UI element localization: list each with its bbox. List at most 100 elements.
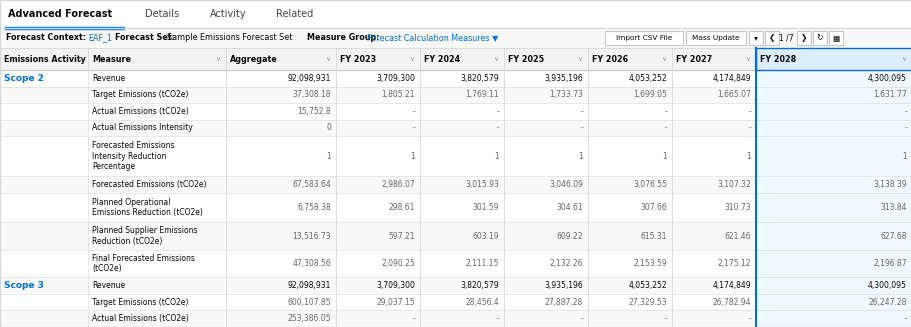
Bar: [0, 87, 911, 103]
Text: 3,107.32: 3,107.32: [716, 180, 750, 189]
Text: EAF_1: EAF_1: [87, 33, 112, 43]
Text: 13,516.73: 13,516.73: [292, 232, 331, 241]
Text: 1,699.05: 1,699.05: [632, 90, 666, 99]
Text: Scope 2: Scope 2: [4, 74, 44, 83]
Text: 0: 0: [326, 123, 331, 132]
Text: 2,153.59: 2,153.59: [632, 259, 666, 268]
Text: FY 2025: FY 2025: [507, 55, 544, 63]
Bar: [796, 31, 810, 45]
Text: 609.22: 609.22: [556, 232, 582, 241]
Text: 28,456.4: 28,456.4: [465, 298, 498, 307]
Text: 1 /7: 1 /7: [778, 33, 793, 43]
Text: ∨: ∨: [325, 56, 330, 62]
Text: 4,174,849: 4,174,849: [711, 281, 750, 290]
Text: 4,300,095: 4,300,095: [867, 74, 906, 83]
Text: Forecast Context:: Forecast Context:: [6, 33, 86, 43]
Text: 2,986.07: 2,986.07: [381, 180, 415, 189]
Bar: [0, 250, 911, 277]
Text: 3,709,300: 3,709,300: [375, 281, 415, 290]
Text: Measure: Measure: [92, 55, 131, 63]
Text: FY 2023: FY 2023: [340, 55, 375, 63]
Text: 1: 1: [901, 152, 906, 161]
Text: FY 2027: FY 2027: [675, 55, 711, 63]
Text: Actual Emissions Intensity: Actual Emissions Intensity: [92, 123, 192, 132]
Text: Forecasted Emissions (tCO2e): Forecasted Emissions (tCO2e): [92, 180, 206, 189]
Text: -: -: [579, 314, 582, 323]
Text: -: -: [496, 107, 498, 116]
Text: 6,758.38: 6,758.38: [297, 203, 331, 212]
Bar: [755, 103, 911, 120]
Bar: [0, 70, 911, 87]
Text: 307.66: 307.66: [640, 203, 666, 212]
Text: 92,098,931: 92,098,931: [287, 281, 331, 290]
Bar: [755, 250, 911, 277]
Text: 1: 1: [494, 152, 498, 161]
Text: 4,053,252: 4,053,252: [628, 281, 666, 290]
Text: 1,665.07: 1,665.07: [716, 90, 750, 99]
Text: -: -: [904, 123, 906, 132]
Text: -: -: [579, 107, 582, 116]
Text: 310.73: 310.73: [723, 203, 750, 212]
Text: 1,769.11: 1,769.11: [465, 90, 498, 99]
Text: Forecasted Emissions
Intensity Reduction
Percentage: Forecasted Emissions Intensity Reduction…: [92, 141, 174, 171]
Text: 47,308.56: 47,308.56: [292, 259, 331, 268]
Text: 1,631.77: 1,631.77: [873, 90, 906, 99]
Bar: [755, 70, 911, 87]
Text: Revenue: Revenue: [92, 281, 125, 290]
Text: -: -: [747, 314, 750, 323]
Text: Measure Group:: Measure Group:: [307, 33, 379, 43]
Text: 621.46: 621.46: [723, 232, 750, 241]
Text: 600,107.85: 600,107.85: [287, 298, 331, 307]
Text: 603.19: 603.19: [472, 232, 498, 241]
Text: 27,887.28: 27,887.28: [544, 298, 582, 307]
Bar: [755, 120, 911, 136]
Text: -: -: [496, 123, 498, 132]
Text: Aggregate: Aggregate: [230, 55, 278, 63]
Bar: [0, 177, 911, 193]
Text: 313.84: 313.84: [879, 203, 906, 212]
Text: 1: 1: [745, 152, 750, 161]
Text: 2,175.12: 2,175.12: [717, 259, 750, 268]
Text: ↻: ↻: [816, 33, 823, 43]
Text: -: -: [496, 314, 498, 323]
Text: -: -: [412, 123, 415, 132]
Text: 3,709,300: 3,709,300: [375, 74, 415, 83]
Bar: [0, 294, 911, 310]
Text: 15,752.8: 15,752.8: [297, 107, 331, 116]
Text: 26,247.28: 26,247.28: [867, 298, 906, 307]
Text: FY 2026: FY 2026: [591, 55, 628, 63]
Text: Emissions Activity: Emissions Activity: [4, 55, 86, 63]
Text: ∨: ∨: [660, 56, 666, 62]
Text: 2,090.25: 2,090.25: [381, 259, 415, 268]
Text: Target Emissions (tCO2e): Target Emissions (tCO2e): [92, 298, 189, 307]
Text: 1,805.21: 1,805.21: [381, 90, 415, 99]
Text: ❮: ❮: [768, 33, 774, 43]
Text: ∨: ∨: [493, 56, 498, 62]
Text: Final Forecasted Emissions
(tCO2e): Final Forecasted Emissions (tCO2e): [92, 254, 195, 273]
Text: Activity: Activity: [210, 9, 246, 19]
Text: 301.59: 301.59: [472, 203, 498, 212]
Bar: [755, 177, 911, 193]
Text: 1: 1: [578, 152, 582, 161]
Text: 2,196.87: 2,196.87: [873, 259, 906, 268]
Text: 67,583.64: 67,583.64: [292, 180, 331, 189]
Text: 298.61: 298.61: [388, 203, 415, 212]
Text: 4,300,095: 4,300,095: [867, 281, 906, 290]
Bar: [755, 136, 911, 177]
Text: 4,053,252: 4,053,252: [628, 74, 666, 83]
Text: Actual Emissions (tCO2e): Actual Emissions (tCO2e): [92, 314, 189, 323]
Bar: [0, 136, 911, 177]
Text: -: -: [904, 314, 906, 323]
Text: FY 2028: FY 2028: [759, 55, 795, 63]
Text: -: -: [412, 314, 415, 323]
Bar: [0, 48, 911, 70]
Text: 29,037.15: 29,037.15: [376, 298, 415, 307]
Text: 1: 1: [326, 152, 331, 161]
Bar: [755, 193, 911, 222]
Text: 597.21: 597.21: [388, 232, 415, 241]
Text: FY 2024: FY 2024: [424, 55, 460, 63]
Text: Planned Operational
Emissions Reduction (tCO2e): Planned Operational Emissions Reduction …: [92, 198, 202, 217]
Text: -: -: [663, 123, 666, 132]
Text: Revenue: Revenue: [92, 74, 125, 83]
Text: ❯: ❯: [800, 33, 806, 43]
